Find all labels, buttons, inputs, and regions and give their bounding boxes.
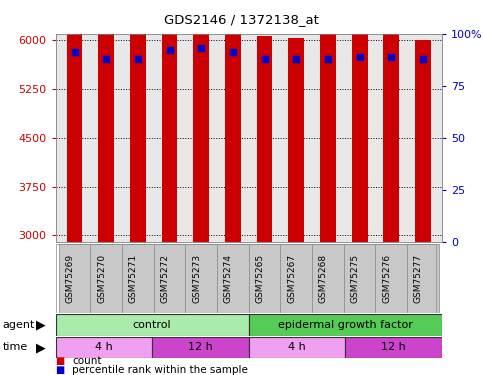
Bar bbox=[407, 244, 439, 313]
Bar bbox=[152, 337, 249, 358]
Text: GSM75271: GSM75271 bbox=[129, 254, 138, 303]
Bar bbox=[249, 314, 442, 336]
Bar bbox=[249, 337, 345, 358]
Text: ■: ■ bbox=[56, 356, 65, 366]
Bar bbox=[56, 337, 152, 358]
Bar bbox=[249, 244, 281, 313]
Text: GSM75273: GSM75273 bbox=[192, 254, 201, 303]
Bar bbox=[162, 0, 177, 242]
Bar bbox=[320, 1, 336, 242]
Bar bbox=[67, 0, 83, 242]
Text: agent: agent bbox=[2, 320, 35, 330]
Text: GSM75276: GSM75276 bbox=[382, 254, 391, 303]
Point bbox=[419, 56, 427, 62]
Text: 4 h: 4 h bbox=[95, 342, 113, 352]
Bar bbox=[288, 38, 304, 242]
Text: percentile rank within the sample: percentile rank within the sample bbox=[72, 365, 248, 375]
Text: GSM75270: GSM75270 bbox=[97, 254, 106, 303]
Bar bbox=[384, 0, 399, 242]
Bar bbox=[256, 36, 272, 242]
Text: 12 h: 12 h bbox=[188, 342, 213, 352]
Point bbox=[387, 54, 395, 60]
Bar bbox=[312, 244, 344, 313]
Point bbox=[198, 45, 205, 51]
Text: GSM75277: GSM75277 bbox=[414, 254, 423, 303]
Text: GSM75265: GSM75265 bbox=[256, 254, 265, 303]
Text: ■: ■ bbox=[56, 365, 65, 375]
Bar bbox=[225, 0, 241, 242]
Bar bbox=[154, 244, 185, 313]
Bar bbox=[217, 244, 249, 313]
Text: GSM75274: GSM75274 bbox=[224, 254, 233, 303]
Bar bbox=[130, 34, 146, 242]
Text: GSM75267: GSM75267 bbox=[287, 254, 296, 303]
Text: 4 h: 4 h bbox=[288, 342, 306, 352]
Point bbox=[229, 50, 237, 55]
Point bbox=[356, 54, 364, 60]
Text: control: control bbox=[133, 320, 171, 330]
Text: GSM75268: GSM75268 bbox=[319, 254, 328, 303]
Bar bbox=[59, 244, 90, 313]
Bar bbox=[281, 244, 312, 313]
Text: time: time bbox=[2, 342, 28, 352]
Text: epidermal growth factor: epidermal growth factor bbox=[278, 320, 413, 330]
Text: 12 h: 12 h bbox=[381, 342, 406, 352]
Text: ▶: ▶ bbox=[36, 341, 46, 354]
Point bbox=[134, 56, 142, 62]
Bar bbox=[344, 244, 375, 313]
Text: GSM75269: GSM75269 bbox=[66, 254, 74, 303]
Point bbox=[261, 56, 269, 62]
Point bbox=[71, 50, 78, 55]
Bar bbox=[185, 244, 217, 313]
Text: GSM75272: GSM75272 bbox=[160, 254, 170, 303]
Bar bbox=[375, 244, 407, 313]
Bar bbox=[90, 244, 122, 313]
Bar bbox=[99, 32, 114, 242]
Point bbox=[292, 56, 300, 62]
Point bbox=[102, 56, 110, 62]
Text: ▶: ▶ bbox=[36, 318, 46, 332]
Point bbox=[166, 47, 173, 53]
Bar bbox=[415, 40, 431, 242]
Point bbox=[324, 56, 332, 62]
Bar bbox=[122, 244, 154, 313]
Text: count: count bbox=[72, 356, 102, 366]
Text: GDS2146 / 1372138_at: GDS2146 / 1372138_at bbox=[164, 13, 319, 26]
Bar bbox=[345, 337, 442, 358]
Bar bbox=[56, 314, 249, 336]
Bar bbox=[352, 0, 368, 242]
Bar bbox=[193, 0, 209, 242]
Text: GSM75275: GSM75275 bbox=[351, 254, 360, 303]
